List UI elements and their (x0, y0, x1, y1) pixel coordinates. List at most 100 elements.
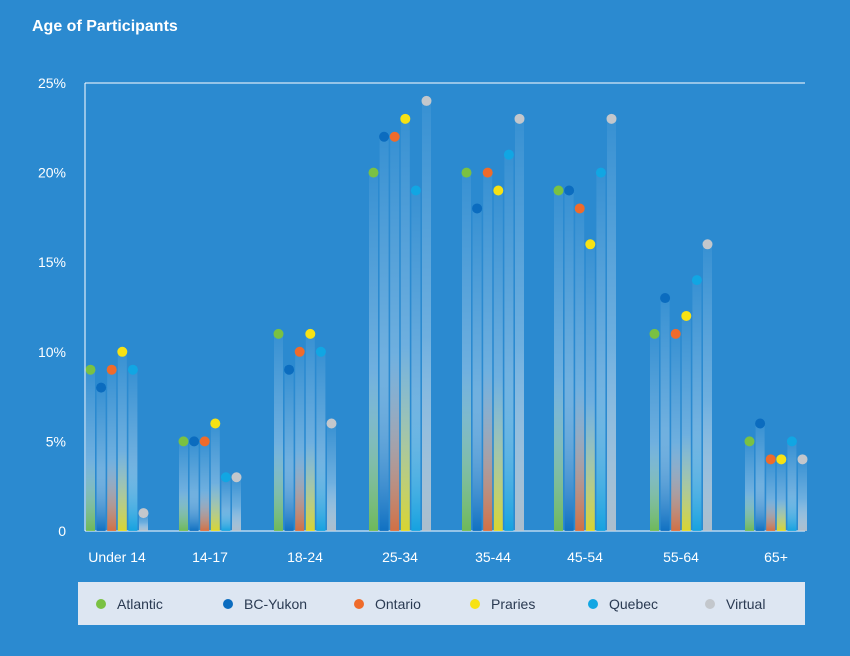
bar-marker (85, 364, 96, 375)
bar (692, 280, 702, 531)
bar (128, 369, 138, 531)
bar-marker (294, 346, 305, 357)
bar (189, 441, 199, 531)
bar-marker (553, 185, 564, 196)
chart-labels: 0 5% 10% 15% 20% 25% Under 14 14-17 18-24 25-34 35… (38, 75, 788, 565)
legend-marker (223, 598, 233, 609)
bar (327, 423, 336, 531)
chart-bars (86, 100, 807, 532)
legend-item: Quebec (588, 582, 658, 625)
legend-item: Praries (470, 582, 535, 625)
bar (650, 333, 659, 531)
x-tick-label: 14-17 (192, 549, 228, 565)
bar-marker (138, 508, 149, 519)
bar-marker (389, 131, 400, 142)
bar (755, 423, 765, 531)
bar (596, 172, 606, 531)
y-tick-label: 25% (38, 75, 66, 91)
bar-marker (744, 436, 755, 447)
bar (575, 208, 585, 531)
legend-label: Atlantic (117, 595, 163, 612)
bar (284, 369, 294, 531)
legend-marker (470, 598, 480, 609)
chart-legend: Atlantic BC-Yukon Ontario Praries Quebec Virt… (78, 582, 805, 625)
bar (117, 351, 127, 531)
bar-marker (702, 239, 713, 250)
bar-marker (660, 293, 671, 304)
bar-marker (231, 472, 242, 483)
x-tick-label: 65+ (764, 549, 788, 565)
bar (86, 369, 95, 531)
y-tick-label: 15% (38, 254, 66, 270)
bar-marker (691, 275, 702, 286)
bar (221, 477, 231, 531)
bar-marker (606, 113, 617, 124)
chart-title: Age of Participants (32, 18, 178, 35)
legend-marker (96, 598, 106, 609)
bar-marker (681, 310, 692, 321)
bar (390, 136, 400, 531)
legend-label: Ontario (375, 595, 421, 612)
bar-marker (776, 454, 787, 465)
bar-marker (514, 113, 525, 124)
y-tick-label: 10% (38, 344, 66, 360)
x-tick-label: 55-64 (663, 549, 699, 565)
bar (305, 333, 315, 531)
legend-label: Quebec (609, 595, 659, 612)
bar (411, 190, 421, 531)
bar-marker (493, 185, 504, 196)
bar (139, 513, 148, 531)
bar-marker (379, 131, 390, 142)
bar-marker (220, 472, 231, 483)
bar-marker (117, 346, 128, 357)
bar-marker (765, 454, 776, 465)
legend-item: Virtual (705, 582, 765, 625)
bar (554, 190, 563, 531)
bar-marker (461, 167, 472, 178)
bar-marker (482, 167, 493, 178)
y-tick-label: 5% (46, 433, 66, 449)
bar-marker (315, 346, 326, 357)
legend-item: Ontario (354, 582, 421, 625)
x-tick-label: 25-34 (382, 549, 418, 565)
bar (564, 190, 574, 531)
bar-marker (305, 328, 316, 339)
bar (274, 333, 283, 531)
bar-marker (189, 436, 200, 447)
x-tick-label: Under 14 (88, 549, 146, 565)
bar-marker (326, 418, 337, 429)
bar (400, 118, 410, 531)
bar (607, 118, 616, 531)
bar (200, 441, 210, 531)
bar-marker (670, 328, 681, 339)
y-tick-label: 0 (58, 523, 66, 539)
bar-marker (649, 328, 660, 339)
bar-marker (564, 185, 575, 196)
legend-item: Atlantic (96, 582, 163, 625)
bar (316, 351, 326, 531)
bar (493, 190, 503, 531)
bar (179, 441, 188, 531)
bar (462, 172, 471, 531)
bar (472, 208, 482, 531)
bar (483, 172, 493, 531)
bar-marker (410, 185, 421, 196)
bar-marker (273, 328, 284, 339)
bar-marker (178, 436, 189, 447)
bar (660, 298, 670, 531)
bar-marker (797, 454, 808, 465)
bar-marker (400, 113, 411, 124)
bar (232, 477, 241, 531)
x-tick-label: 45-54 (567, 549, 603, 565)
chart-dots (85, 95, 808, 519)
bar (766, 459, 776, 531)
bar (369, 172, 378, 531)
legend-label: Praries (491, 595, 536, 612)
bar-marker (472, 203, 483, 214)
bar (422, 100, 431, 532)
legend-marker (705, 598, 715, 609)
legend-label: Virtual (726, 595, 766, 612)
bar-marker (574, 203, 585, 214)
bar (703, 244, 712, 531)
